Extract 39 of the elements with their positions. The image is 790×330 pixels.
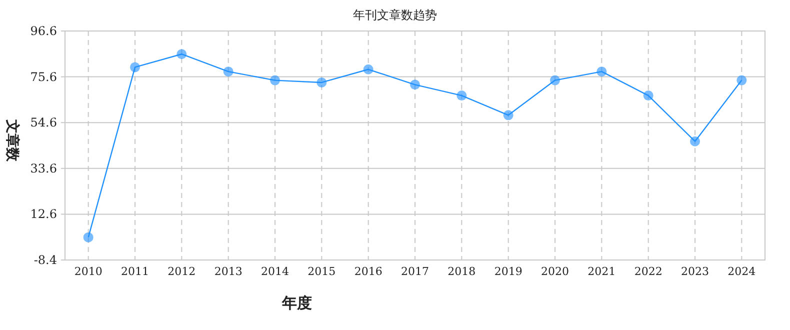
x-tick-label: 2021 bbox=[588, 265, 616, 278]
x-tick-label: 2014 bbox=[261, 265, 289, 278]
point bbox=[316, 77, 327, 88]
point bbox=[550, 75, 560, 86]
chart-title: 年刊文章数趋势 bbox=[353, 8, 437, 22]
point bbox=[596, 66, 607, 77]
point bbox=[690, 136, 700, 146]
x-tick-label: 2015 bbox=[308, 265, 336, 278]
point bbox=[176, 49, 187, 60]
x-tick-label: 2011 bbox=[121, 265, 149, 278]
point bbox=[643, 90, 654, 101]
y-tick-label: 12.6 bbox=[30, 207, 57, 222]
y-tick-label: 96.6 bbox=[30, 24, 57, 38]
point bbox=[130, 62, 140, 72]
x-tick-label: 2013 bbox=[214, 265, 242, 278]
y-tick-label: 33.6 bbox=[30, 161, 57, 176]
x-tick-label: 2020 bbox=[541, 265, 569, 278]
point bbox=[363, 64, 374, 74]
y-tick-label: 75.6 bbox=[30, 70, 57, 84]
x-tick-label: 2012 bbox=[168, 265, 196, 278]
point bbox=[456, 90, 467, 101]
y-tick-label: -8.4 bbox=[34, 253, 58, 267]
y-axis-title: 文章数 bbox=[4, 118, 21, 162]
x-axis-title: 年度 bbox=[281, 294, 312, 312]
x-tick-label: 2023 bbox=[681, 265, 709, 278]
point bbox=[223, 66, 234, 77]
point bbox=[83, 232, 94, 242]
x-tick-label: 2010 bbox=[74, 265, 102, 278]
point bbox=[736, 75, 747, 86]
y-tick-label: 54.6 bbox=[30, 116, 57, 130]
x-tick-label: 2019 bbox=[494, 265, 522, 278]
x-tick-label: 2024 bbox=[728, 265, 756, 278]
x-tick-label: 2016 bbox=[354, 265, 382, 278]
x-tick-label: 2018 bbox=[448, 265, 476, 278]
point bbox=[503, 110, 514, 120]
point bbox=[270, 75, 280, 86]
point bbox=[410, 80, 420, 90]
x-tick-label: 2017 bbox=[401, 265, 429, 278]
x-tick-label: 2022 bbox=[634, 265, 662, 278]
